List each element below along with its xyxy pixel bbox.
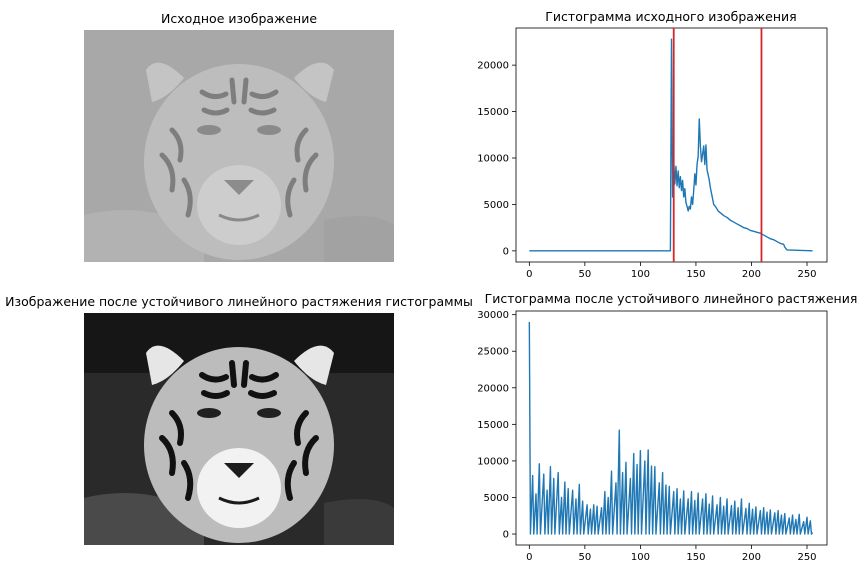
histogram-series-line bbox=[529, 38, 813, 252]
x-tick-label: 250 bbox=[797, 269, 816, 280]
y-tick-label: 30000 bbox=[477, 310, 509, 321]
x-tick-label: 50 bbox=[578, 269, 591, 280]
y-tick-label: 20000 bbox=[477, 61, 509, 72]
original-tiger-image bbox=[84, 30, 394, 262]
axes-frame bbox=[515, 27, 828, 263]
x-tick-label: 200 bbox=[742, 269, 761, 280]
x-tick-label: 150 bbox=[686, 269, 705, 280]
x-tick-label: 0 bbox=[526, 269, 532, 280]
x-tick-label: 250 bbox=[797, 552, 816, 563]
y-tick-label: 10000 bbox=[477, 456, 509, 467]
stretched-tiger-graphic bbox=[84, 313, 394, 545]
original-tiger-graphic bbox=[84, 30, 394, 262]
y-tick-label: 10000 bbox=[477, 154, 509, 165]
original-histogram-title: Гистограмма исходного изображения bbox=[545, 9, 797, 24]
x-tick-label: 150 bbox=[686, 552, 705, 563]
original-image-title: Исходное изображение bbox=[160, 11, 318, 26]
x-tick-label: 100 bbox=[631, 552, 650, 563]
axes-frame bbox=[515, 310, 828, 546]
y-tick-label: 0 bbox=[503, 246, 509, 257]
y-tick-label: 25000 bbox=[477, 347, 509, 358]
x-tick-label: 0 bbox=[526, 552, 532, 563]
stretched-tiger-image bbox=[84, 313, 394, 545]
x-tick-label: 100 bbox=[631, 269, 650, 280]
y-tick-label: 0 bbox=[503, 530, 509, 541]
y-tick-label: 15000 bbox=[477, 107, 509, 118]
y-tick-label: 15000 bbox=[477, 420, 509, 431]
y-tick-label: 5000 bbox=[484, 200, 509, 211]
stretched-histogram-title: Гистограмма после устойчивого линейного … bbox=[484, 291, 858, 306]
x-tick-label: 50 bbox=[578, 552, 591, 563]
stretched-image-title: Изображение после устойчивого линейного … bbox=[5, 294, 473, 309]
histogram-series-line bbox=[528, 321, 814, 535]
y-tick-label: 5000 bbox=[484, 493, 509, 504]
x-tick-label: 200 bbox=[742, 552, 761, 563]
y-tick-label: 20000 bbox=[477, 383, 509, 394]
